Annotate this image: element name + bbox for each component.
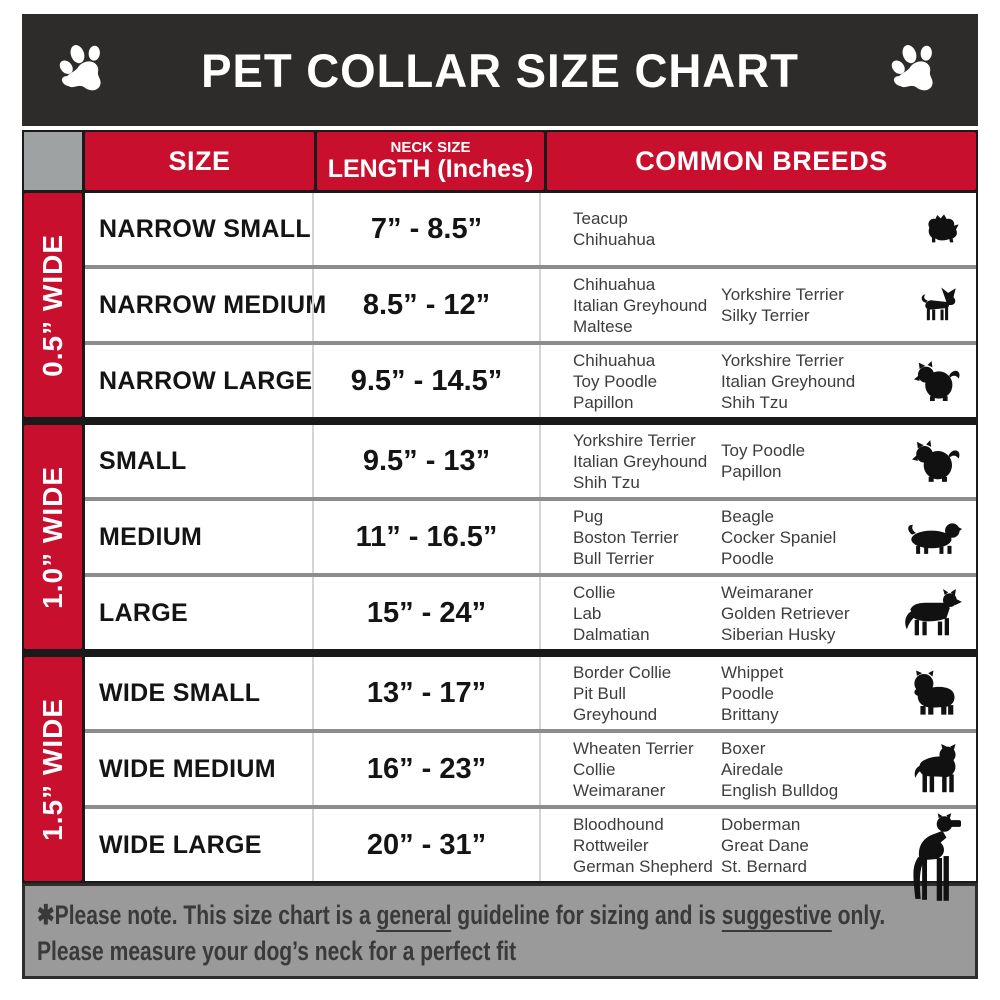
chart-board: PET COLLAR SIZE CHART SIZE NECK SIZE LEN… [22,14,978,979]
title-bar: PET COLLAR SIZE CHART [22,14,978,126]
length-cell: 7” - 8.5” [370,212,483,245]
table-row: LARGE 15” - 24” Collie Lab Dalmatian Wei… [85,577,976,649]
chihuahua-icon [916,286,962,324]
length-cell: 9.5” - 13” [362,444,491,477]
yorkshire-terrier-icon [922,213,962,245]
breeds-cell: Pug Boston Terrier Bull Terrier Beagle C… [541,501,976,573]
breeds-cell: Teacup Chihuahua [541,193,976,265]
pit-bull-icon [908,744,962,794]
table-row: WIDE LARGE 20” - 31” Bloodhound Rottweil… [85,809,976,901]
rail-label: 1.5” WIDE [37,697,68,841]
breeds-col2: Yorkshire Terrier Italian Greyhound Shih… [721,350,856,412]
breeds-cell: Chihuahua Italian Greyhound Maltese York… [541,269,976,341]
page-title: PET COLLAR SIZE CHART [201,43,799,97]
table-row: SMALL 9.5” - 13” Yorkshire Terrier Itali… [85,425,976,497]
width-group-10: 1.0” WIDE SMALL 9.5” - 13” Yorkshire Ter… [24,425,976,649]
length-cell: 13” - 17” [366,676,487,709]
width-group-05: 0.5” WIDE NARROW SMALL 7” - 8.5” Teacup … [24,193,976,417]
column-header-neck-size: NECK SIZE [390,139,471,156]
table-header-row: SIZE NECK SIZE LENGTH (Inches) COMMON BR… [24,132,976,190]
breeds-col2: Doberman Great Dane St. Bernard [721,814,809,876]
breeds-col2: Weimaraner Golden Retriever Siberian Hus… [721,582,850,644]
column-header-length-inches: LENGTH (Inches) [327,154,534,183]
width-group-rail: 1.5” WIDE [24,657,82,881]
size-cell: NARROW MEDIUM [99,290,327,319]
table-row: NARROW MEDIUM 8.5” - 12” Chihuahua Itali… [85,269,976,341]
footer-line-2: Please measure your dog’s neck for a per… [37,936,517,966]
width-group-15: 1.5” WIDE WIDE SMALL 13” - 17” Border Co… [24,657,976,901]
size-cell: SMALL [99,446,187,475]
size-table: SIZE NECK SIZE LENGTH (Inches) COMMON BR… [22,130,978,901]
breeds-col1: Border Collie Pit Bull Greyhound [573,662,672,724]
length-cell: 16” - 23” [366,752,487,785]
size-cell: WIDE MEDIUM [99,754,276,783]
column-header-size: SIZE [85,132,314,190]
size-cell: NARROW SMALL [99,214,311,243]
table-row: WIDE SMALL 13” - 17” Border Collie Pit B… [85,657,976,729]
size-cell: WIDE SMALL [99,678,261,707]
breeds-cell: Bloodhound Rottweiler German Shepherd Do… [541,809,976,901]
size-cell: WIDE LARGE [99,830,262,859]
length-cell: 9.5” - 14.5” [350,364,503,397]
breeds-cell: Chihuahua Toy Poodle Papillon Yorkshire … [541,345,976,417]
pomeranian-icon [914,361,962,401]
breeds-col1: Collie Lab Dalmatian [573,582,650,644]
breeds-col1: Chihuahua Toy Poodle Papillon [573,350,658,412]
breeds-cell: Collie Lab Dalmatian Weimaraner Golden R… [541,577,976,649]
length-cell: 11” - 16.5” [355,520,498,553]
breeds-col1: Chihuahua Italian Greyhound Maltese [573,274,708,336]
length-cell: 15” - 24” [366,596,487,629]
breeds-cell: Yorkshire Terrier Italian Greyhound Shih… [541,425,976,497]
footer-text: ✱Please note. This size chart is a [37,900,377,930]
footer-underlined-suggestive: suggestive [721,900,832,932]
breeds-cell: Wheaten Terrier Collie Weimaraner Boxer … [541,733,976,805]
breeds-col1: Bloodhound Rottweiler German Shepherd [573,814,713,876]
length-cell: 20” - 31” [366,828,487,861]
table-row: NARROW SMALL 7” - 8.5” Teacup Chihuahua [85,193,976,265]
breeds-col2: Boxer Airedale English Bulldog [721,738,839,800]
breeds-col1: Yorkshire Terrier Italian Greyhound Shih… [573,430,708,492]
paw-icon [888,42,944,98]
bulldog-icon [910,670,962,716]
width-group-rail: 0.5” WIDE [24,193,82,417]
size-cell: MEDIUM [99,522,203,551]
great-dane-icon [892,813,962,903]
breeds-col2: Toy Poodle Papillon [721,441,806,481]
breeds-col2: Whippet Poodle Brittany [721,662,784,724]
dachshund-icon [904,519,962,556]
size-cell: LARGE [99,598,188,627]
paw-icon [56,42,112,98]
footer-underlined-general: general [376,900,452,932]
breeds-col1: Teacup Chihuahua [573,209,656,249]
table-row: WIDE MEDIUM 16” - 23” Wheaten Terrier Co… [85,733,976,805]
length-cell: 8.5” - 12” [362,288,491,321]
width-group-rail: 1.0” WIDE [24,425,82,649]
breeds-col2: Yorkshire Terrier Silky Terrier [721,285,844,325]
corner-cell [24,132,82,190]
breeds-cell: Border Collie Pit Bull Greyhound Whippet… [541,657,976,729]
column-header-breeds: COMMON BREEDS [547,132,976,190]
rail-label: 0.5” WIDE [37,233,68,377]
footer-text: only. [831,900,886,930]
footer-note: ✱Please note. This size chart is a gener… [22,883,978,979]
footer-line-1: ✱Please note. This size chart is a gener… [37,897,885,933]
table-row: NARROW LARGE 9.5” - 14.5” Chihuahua Toy … [85,345,976,417]
pomeranian-icon [912,440,962,482]
rail-label: 1.0” WIDE [37,465,68,609]
breeds-col2: Beagle Cocker Spaniel Poodle [721,506,837,568]
breeds-col1: Wheaten Terrier Collie Weimaraner [573,738,694,800]
footer-text: guideline for sizing and is [451,900,722,930]
german-shepherd-icon [900,589,962,637]
breeds-col1: Pug Boston Terrier Bull Terrier [573,506,679,568]
size-cell: NARROW LARGE [99,366,313,395]
column-header-length: NECK SIZE LENGTH (Inches) [317,132,544,190]
table-row: MEDIUM 11” - 16.5” Pug Boston Terrier Bu… [85,501,976,573]
